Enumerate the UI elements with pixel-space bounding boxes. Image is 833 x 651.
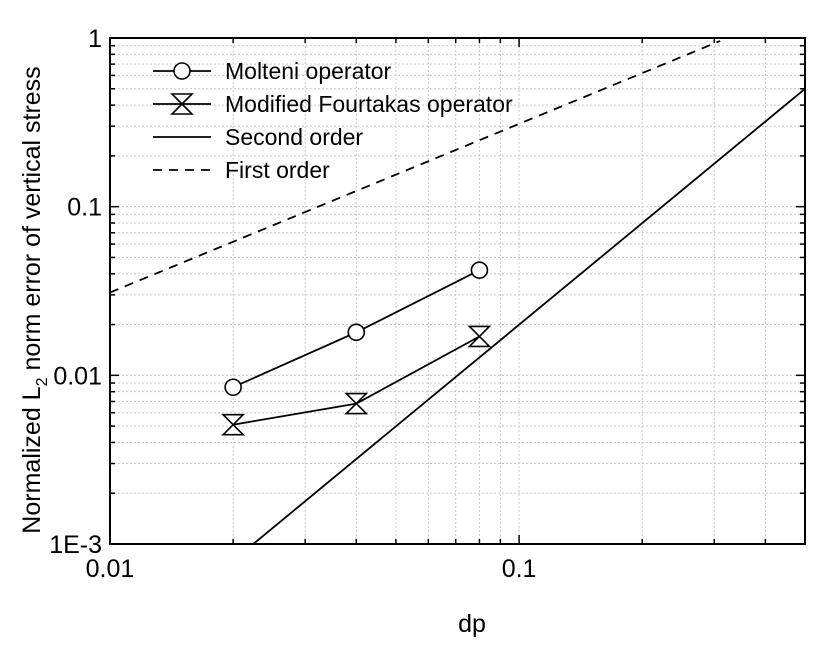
y-tick-label: 1E-3	[49, 531, 102, 559]
hourglass-marker	[467, 325, 492, 348]
tick-labels: 0.01 0.11E-30.010.11	[49, 25, 536, 583]
legend-label-2: Second order	[225, 124, 363, 150]
ticks	[109, 37, 806, 545]
y-axis-title: Normalized L2 norm error of vertical str…	[18, 66, 51, 533]
y-tick-label: 0.01	[53, 362, 102, 390]
series-line-3	[110, 40, 721, 294]
y-axis-title-subscript: 2	[34, 377, 51, 386]
hourglass-marker	[221, 413, 246, 436]
series-line-2	[252, 88, 805, 544]
y-tick-label: 1	[88, 25, 102, 53]
circle-marker	[347, 323, 366, 342]
legend-label-0: Molteni operator	[225, 58, 392, 84]
plot-frame	[109, 37, 806, 545]
circle-marker	[470, 261, 489, 280]
markers-layer	[221, 261, 492, 436]
legend-label-1: Modified Fourtakas operator	[225, 91, 513, 117]
y-tick-label: 0.1	[67, 194, 102, 222]
legend-label-3: First order	[225, 157, 330, 183]
x-tick-label: 0.01	[86, 555, 135, 583]
x-axis-title: dp	[458, 610, 486, 638]
circle-marker	[173, 62, 191, 80]
hourglass-marker	[344, 392, 369, 415]
x-tick-label: 0.1	[502, 555, 537, 583]
legend: Molteni operator Modified Fourtakas opera…	[153, 58, 513, 183]
hourglass-marker	[170, 93, 194, 115]
circle-marker	[224, 378, 242, 397]
y-axis-title-main: Normalized L	[18, 386, 46, 533]
y-axis-title-rest: norm error of vertical stress	[18, 66, 46, 377]
